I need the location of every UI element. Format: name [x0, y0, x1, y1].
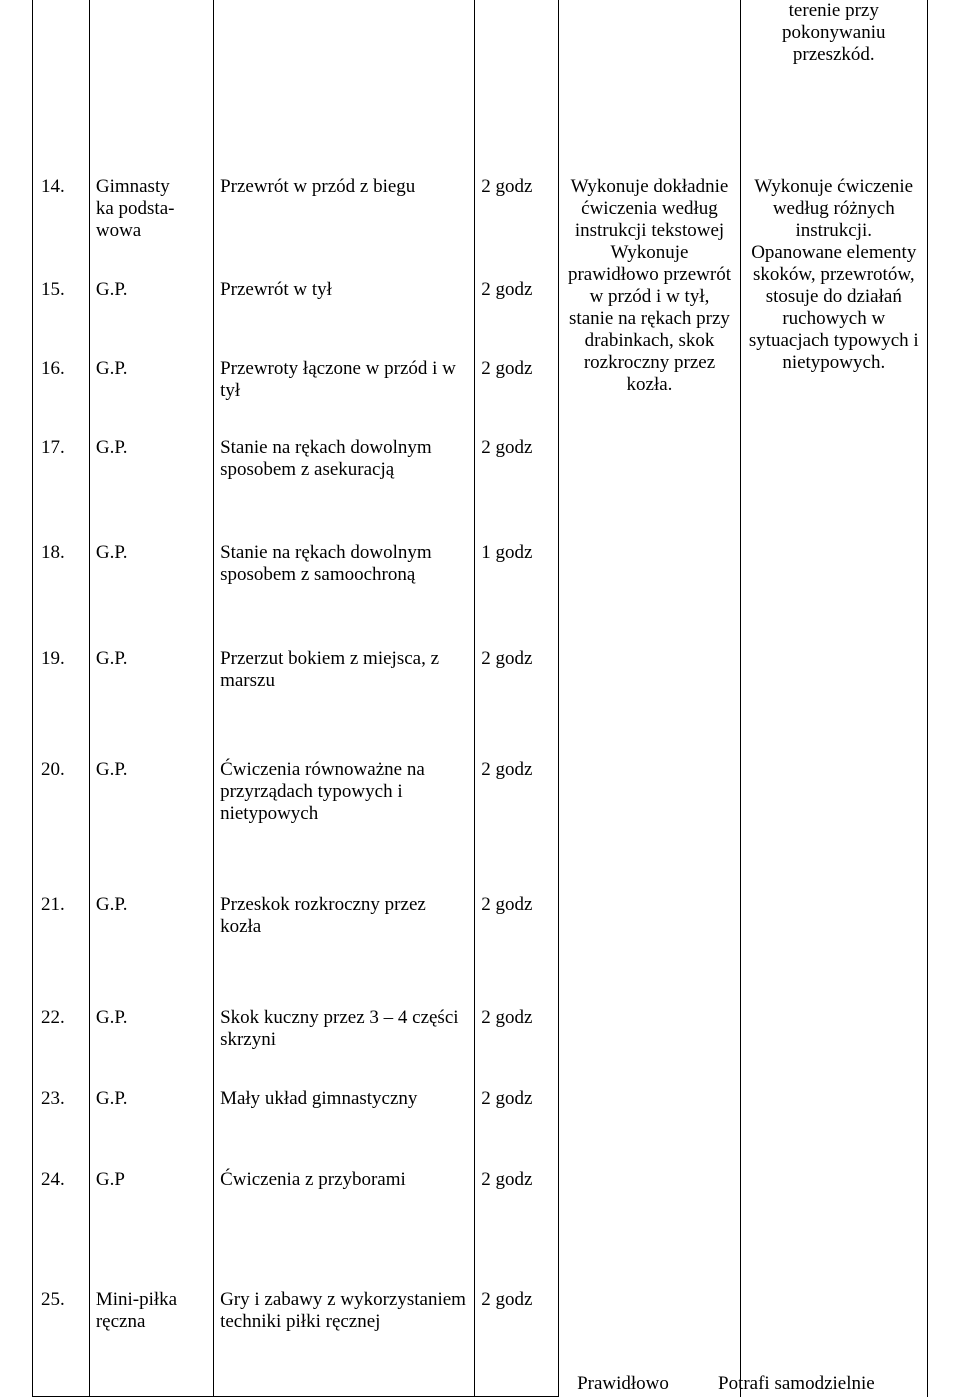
cell-topic [214, 0, 475, 176]
cell-hours: 2 godz [475, 176, 559, 279]
cell-topic: Gry i zabawy z wykorzystaniem techniki p… [214, 1283, 475, 1397]
std2-bottom-fragment: Potrafi samodzielnie [714, 1373, 894, 1395]
cell-hours: 2 godz [475, 1169, 559, 1283]
curriculum-table: terenie przy pokonywaniu przeszkód. 14. … [32, 0, 928, 1397]
cell-std2: terenie przy pokonywaniu przeszkód. [740, 0, 927, 176]
cell-cat: G.P. [89, 648, 213, 760]
cell-topic: Stanie na rękach dowolnym sposobem z sam… [214, 542, 475, 648]
cell-std2-span: Wykonuje ćwiczenie według różnych instru… [740, 176, 927, 1397]
cell-num: 19. [33, 648, 90, 760]
std2-block: Wykonuje ćwiczenie według różnych instru… [747, 176, 921, 374]
cell-hours: 2 godz [475, 648, 559, 760]
cell-num [33, 0, 90, 176]
table-row: 14. Gimnastyka podsta-wowa Przewrót w pr… [33, 176, 928, 279]
cell-cat: G.P. [89, 542, 213, 648]
cell-topic: Stanie na rękach dowolnym sposobem z ase… [214, 437, 475, 543]
cell-hours [475, 0, 559, 176]
cell-cat: G.P. [89, 759, 213, 893]
cell-num: 20. [33, 759, 90, 893]
cell-hours: 2 godz [475, 437, 559, 543]
cell-hours: 2 godz [475, 894, 559, 1008]
cell-cat: G.P. [89, 437, 213, 543]
table-row: terenie przy pokonywaniu przeszkód. [33, 0, 928, 176]
cell-num: 15. [33, 279, 90, 358]
cell-topic: Przeskok rozkroczny przez kozła [214, 894, 475, 1008]
cell-topic: Ćwiczenia z przyborami [214, 1169, 475, 1283]
cell-hours: 2 godz [475, 759, 559, 893]
cell-topic: Skok kuczny przez 3 – 4 części skrzyni [214, 1007, 475, 1088]
cell-num: 23. [33, 1088, 90, 1169]
cat-text: Gimnastyka podsta-wowa [96, 176, 207, 242]
cell-cat: G.P. [89, 1007, 213, 1088]
cell-hours: 2 godz [475, 1007, 559, 1088]
document-page: terenie przy pokonywaniu przeszkód. 14. … [0, 0, 960, 1397]
cell-topic: Ćwiczenia równoważne na przyrządach typo… [214, 759, 475, 893]
cell-cat: Gimnastyka podsta-wowa [89, 176, 213, 279]
cell-cat: G.P. [89, 358, 213, 437]
cell-topic: Przewrót w przód z biegu [214, 176, 475, 279]
cell-hours: 2 godz [475, 1088, 559, 1169]
cell-cat: G.P. [89, 1088, 213, 1169]
cell-hours: 1 godz [475, 542, 559, 648]
cell-topic: Mały układ gimnastyczny [214, 1088, 475, 1169]
cell-cat: Mini-piłka ręczna [89, 1283, 213, 1397]
std1-block: Wykonuje dokładnie ćwiczenia według inst… [565, 176, 733, 396]
cell-num: 21. [33, 894, 90, 1008]
cell-cat: G.P. [89, 279, 213, 358]
cell-cat: G.P [89, 1169, 213, 1283]
std2-top-fragment: terenie przy pokonywaniu przeszkód. [747, 0, 921, 66]
cell-num: 25. [33, 1283, 90, 1397]
std1-bottom-fragment: Prawidłowo [538, 1373, 708, 1395]
cell-topic: Przewrót w tył [214, 279, 475, 358]
cell-topic: Przewroty łączone w przód i w tył [214, 358, 475, 437]
cell-hours: 2 godz [475, 279, 559, 358]
cell-num: 16. [33, 358, 90, 437]
cell-num: 14. [33, 176, 90, 279]
cell-topic: Przerzut bokiem z miejsca, z marszu [214, 648, 475, 760]
cell-num: 24. [33, 1169, 90, 1283]
cell-std1-span: Wykonuje dokładnie ćwiczenia według inst… [559, 176, 740, 1397]
cell-std1 [559, 0, 740, 176]
cell-hours: 2 godz [475, 358, 559, 437]
cell-num: 18. [33, 542, 90, 648]
cell-cat: G.P. [89, 894, 213, 1008]
cell-num: 17. [33, 437, 90, 543]
cell-num: 22. [33, 1007, 90, 1088]
cell-cat [89, 0, 213, 176]
